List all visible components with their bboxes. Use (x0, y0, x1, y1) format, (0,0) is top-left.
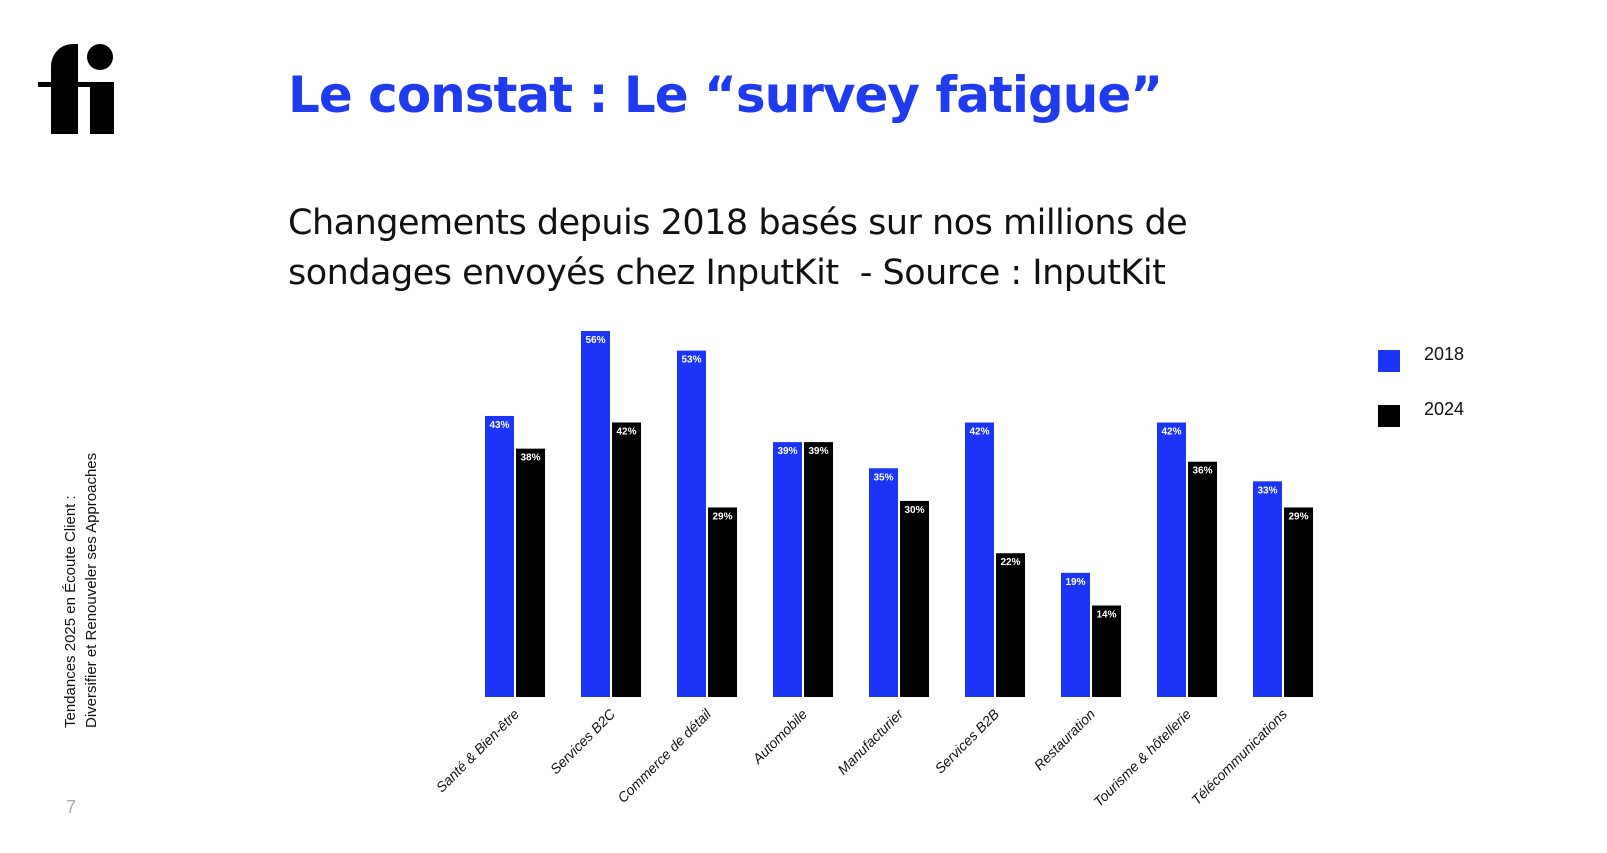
legend-label: 2018 (1424, 344, 1464, 364)
x-tick-label: Télécommunications (1188, 706, 1290, 808)
value-label: 43% (489, 420, 509, 431)
bar-2018 (1061, 572, 1090, 697)
value-label: 19% (1065, 577, 1085, 588)
bar-2018 (965, 422, 994, 697)
value-label: 35% (873, 472, 893, 483)
x-tick-label: Services B2B (931, 706, 1002, 777)
x-tick-label: Commerce de détail (614, 705, 715, 806)
bar-2024 (1092, 605, 1121, 697)
value-label: 39% (808, 446, 828, 457)
bar-2018 (1157, 422, 1186, 697)
bar-2024 (708, 507, 737, 697)
bar-2018 (869, 468, 898, 697)
slide-title: Le constat : Le “survey fatigue” (288, 66, 1163, 124)
fi-logo (38, 44, 114, 134)
page-number: 7 (66, 797, 77, 817)
legend-swatch-2018 (1378, 350, 1400, 372)
value-label: 36% (1192, 466, 1212, 477)
value-label: 53% (681, 355, 701, 366)
x-tick-label: Santé & Bien-être (433, 706, 523, 796)
bar-2018 (677, 350, 706, 697)
bar-2024 (1188, 461, 1217, 697)
slide-subtitle: Changements depuis 2018 basés sur nos mi… (288, 203, 1188, 293)
value-label: 22% (1000, 557, 1020, 568)
value-label: 29% (712, 511, 732, 522)
value-label: 33% (1257, 485, 1277, 496)
x-tick-label: Manufacturier (834, 705, 907, 778)
bar-2018 (581, 331, 610, 697)
legend-swatch-2024 (1378, 405, 1400, 427)
value-label: 39% (777, 446, 797, 457)
value-label: 30% (904, 505, 924, 516)
value-label: 42% (1161, 427, 1181, 438)
legend-label: 2024 (1424, 399, 1464, 419)
value-label: 29% (1288, 511, 1308, 522)
x-tick-label: Automobile (749, 706, 811, 768)
x-tick-label: Tourisme & hôtellerie (1090, 706, 1194, 810)
bar-2024 (516, 448, 545, 697)
bar-2024 (900, 500, 929, 697)
value-label: 14% (1096, 610, 1116, 621)
bar-2024 (1284, 507, 1313, 697)
value-label: 38% (520, 453, 540, 464)
value-label: 56% (585, 335, 605, 346)
bar-2024 (612, 422, 641, 697)
bar-2024 (996, 553, 1025, 697)
bar-2018 (485, 415, 514, 697)
bar-2018 (773, 442, 802, 697)
bar-2018 (1253, 481, 1282, 697)
x-tick-label: Services B2C (547, 705, 619, 777)
x-tick-label: Restauration (1031, 706, 1099, 774)
bar-2024 (804, 442, 833, 697)
value-label: 42% (616, 427, 636, 438)
value-label: 42% (969, 427, 989, 438)
